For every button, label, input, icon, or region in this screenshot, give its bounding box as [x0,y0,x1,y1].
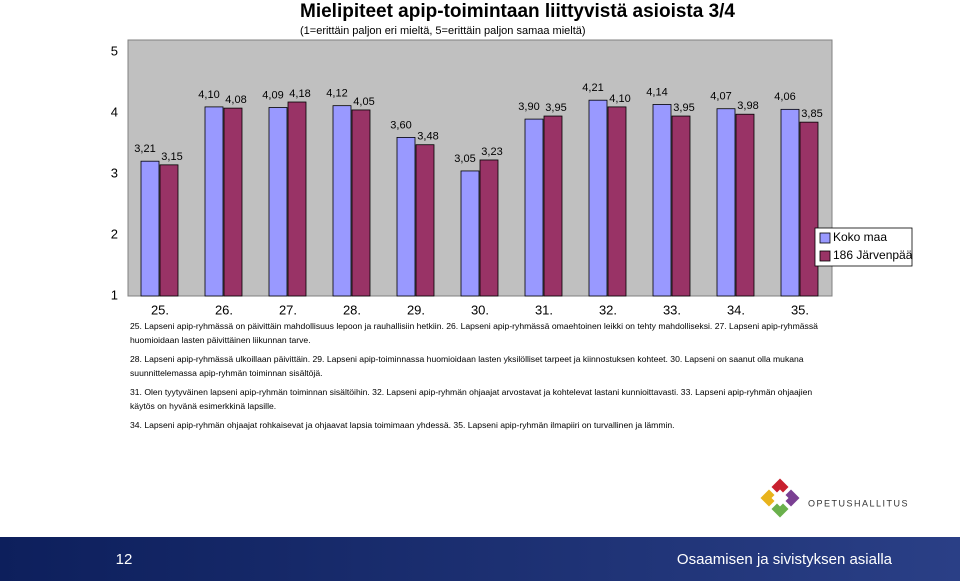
bar [351,109,371,297]
data-label: 4,10 [198,89,219,101]
bar [415,144,435,297]
x-tick-label: 32. [599,302,617,317]
bar [396,136,416,297]
data-label: 4,07 [710,91,731,103]
bar [460,170,480,297]
data-label: 4,14 [646,86,667,98]
data-label: 4,06 [774,91,795,103]
data-label: 4,08 [225,94,246,106]
note: 25. Lapseni apip-ryhmässä on päivittäin … [130,321,818,345]
y-tick-label: 4 [111,104,118,119]
legend-label: 186 Järvenpää [833,248,913,262]
data-label: 4,05 [353,96,374,108]
data-label: 3,48 [417,131,438,143]
data-label: 4,21 [582,82,603,94]
bar [716,108,736,297]
x-tick-label: 35. [791,302,809,317]
data-label: 3,15 [161,151,182,163]
legend-box [814,227,913,267]
data-label: 4,18 [289,88,310,100]
bar [204,106,224,297]
x-tick-label: 26. [215,302,233,317]
bar [735,113,755,297]
legend-swatch [819,250,831,262]
page-number: 12 [116,551,133,568]
y-tick-label: 1 [111,287,118,302]
bar [524,118,544,297]
x-tick-label: 25. [151,302,169,317]
bar [799,121,819,297]
data-label: 3,98 [737,100,758,112]
y-tick-label: 3 [111,165,118,180]
bar [543,115,563,297]
legend-label: Koko maa [833,230,887,244]
bar [268,107,288,297]
data-label: 3,95 [545,102,566,114]
bar [223,107,243,297]
logo-text: OPETUSHALLITUS [808,498,909,508]
x-tick-label: 29. [407,302,425,317]
data-label: 3,05 [454,153,475,165]
x-tick-label: 33. [663,302,681,317]
data-label: 4,12 [326,88,347,100]
logo: OPETUSHALLITUS [760,478,909,518]
x-tick-label: 28. [343,302,361,317]
note: 31. Olen tyytyväinen lapseni apip-ryhmän… [130,387,813,411]
notes: 25. Lapseni apip-ryhmässä on päivittäin … [130,320,830,439]
data-label: 3,85 [801,108,822,120]
data-label: 3,21 [134,143,155,155]
y-tick-label: 2 [111,226,118,241]
y-tick-label: 5 [111,43,118,58]
bar [607,106,627,297]
footer-text: Osaamisen ja sivistyksen asialla [677,551,893,568]
x-tick-label: 31. [535,302,553,317]
note: 34. Lapseni apip-ryhmän ohjaajat rohkais… [130,420,675,430]
bar [780,108,800,297]
note: 28. Lapseni apip-ryhmässä ulkoillaan päi… [130,354,804,378]
data-label: 4,10 [609,93,630,105]
data-label: 3,95 [673,102,694,114]
chart-title: Mielipiteet apip-toimintaan liittyvistä … [300,1,735,22]
data-label: 3,60 [390,119,411,131]
bar [287,101,307,297]
bar [588,99,608,297]
legend-swatch [819,232,831,244]
data-label: 3,23 [481,146,502,158]
bar [332,105,352,297]
bar [140,160,160,297]
chart-subtitle: (1=erittäin paljon eri mieltä, 5=erittäi… [300,25,586,37]
x-tick-label: 27. [279,302,297,317]
bar [479,159,499,297]
bar [671,115,691,297]
x-tick-label: 30. [471,302,489,317]
data-label: 4,09 [262,89,283,101]
data-label: 3,90 [518,101,539,113]
bar [652,104,672,297]
bar [159,164,179,297]
footer-bar [0,537,960,581]
x-tick-label: 34. [727,302,745,317]
